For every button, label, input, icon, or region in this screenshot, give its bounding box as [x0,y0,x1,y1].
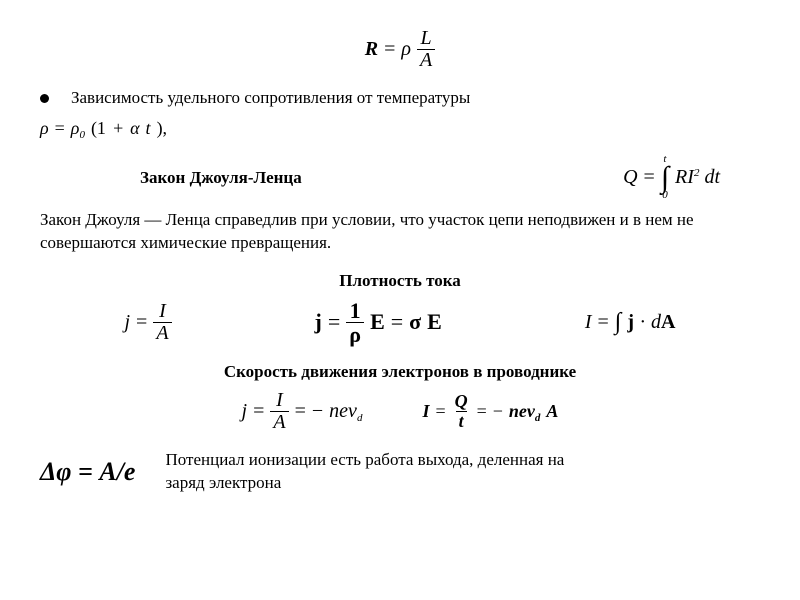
sym-j: j [124,311,130,334]
temp-dependence-text: Зависимость удельного сопротивления от т… [71,87,470,110]
resistance-formula: R = ρ L A [40,28,760,71]
sym-R: R [365,38,378,61]
sym-Q: Q [623,166,637,189]
eq-sign: = [253,400,264,423]
minus: − [312,400,323,423]
eq-sign: = [295,400,306,423]
formula-I-nevdA: I = Q t = − nevd A [422,392,558,431]
eq-sign: = [391,309,403,335]
formula-j-IA: j = I A [124,301,171,344]
formula-joule-lenz: Q = t ∫ 0 RI2 dt [623,155,720,201]
sym-nevd: nevd [329,400,362,423]
temp-dependence-formula: ρ = ρ0 (1 + α t ), [40,118,760,139]
eq-sign: = [644,166,655,189]
formula-j-nevd: j = I A = − nevd [242,390,363,433]
formula-resistance: R = ρ L A [365,28,435,71]
eq-sign: = [78,457,93,486]
sym-j-bold: j [315,309,322,335]
dot: · [640,311,645,334]
sym-j: j [242,400,248,423]
electron-speed-formulas: j = I A = − nevd I = Q t = − nevd A [40,390,760,433]
ionization-text: Потенциал ионизации есть работа выхода, … [165,449,585,495]
minus: − [493,401,503,422]
sym-A: A [546,401,558,422]
eq-sign: = [597,311,608,334]
frac-den: A [417,49,435,71]
sym-j-vec: j [627,311,634,334]
plus: + [112,118,124,139]
sym-E: E [370,309,385,335]
sym-rho0: ρ0 [71,118,85,139]
bullet-icon [40,94,49,103]
formula-j-sigmaE: j = 1 ρ E = σE [315,299,442,346]
integrand: RI2 dt [675,166,720,189]
electron-speed-title: Скорость движения электронов в проводник… [224,362,576,382]
frac-L-over-A: L A [417,28,435,71]
eq-sign: = [328,309,340,335]
current-density-title-row: Плотность тока [40,271,760,291]
eq-sign: = [435,401,445,422]
formula-rho-temp: ρ = ρ0 (1 + α t ), [40,118,167,139]
slash: / [117,457,124,486]
joule-lenz-condition: Закон Джоуля — Ленца справедлив при усло… [40,209,760,255]
frac-I-over-A: I A [270,390,288,433]
formula-I-int-jdA: I = ∫ j · ddAA [585,309,676,336]
sym-sigma: σ [409,309,421,335]
integral-icon: ∫ [615,309,622,336]
eq-sign: = [384,38,395,61]
formula-ionization: Δφ = A/e [40,457,135,487]
int-lower: 0 [662,191,668,200]
sym-A: A [99,457,116,486]
sym-t: t [146,118,151,139]
joule-lenz-row: Закон Джоуля-Ленца Q = t ∫ 0 RI2 dt [40,155,760,201]
eq-sign: = [55,118,65,139]
sym-E2: E [427,309,442,335]
sym-rho-l: ρ [40,118,49,139]
ionization-row: Δφ = A/e Потенциал ионизации есть работа… [40,449,760,495]
integral-icon: t ∫ 0 [661,155,669,201]
electron-speed-title-row: Скорость движения электронов в проводник… [40,362,760,382]
eq-sign: = [136,311,147,334]
sym-alpha: α [130,118,139,139]
temp-dependence-line: Зависимость удельного сопротивления от т… [40,87,760,110]
sym-dA: ddAA [651,311,675,334]
eq-sign: = [477,401,487,422]
sym-I: I [585,311,592,334]
frac-num: L [418,28,435,49]
paren-open: (1 [91,118,106,139]
sym-rho: ρ [401,38,411,61]
paren-close: ), [157,118,168,139]
current-density-formulas: j = I A j = 1 ρ E = σE I = ∫ j · ddAA [40,299,760,346]
joule-lenz-title: Закон Джоуля-Ленца [140,168,302,188]
frac-Q-over-t: Q t [452,392,471,431]
frac-I-over-A: I A [153,301,171,344]
frac-1-over-rho: 1 ρ [346,299,364,346]
current-density-title: Плотность тока [339,271,460,291]
sym-I: I [422,401,429,422]
sym-delta-phi: Δφ [40,457,72,486]
sym-nevd: nevd [509,401,541,422]
sym-e: e [124,457,136,486]
